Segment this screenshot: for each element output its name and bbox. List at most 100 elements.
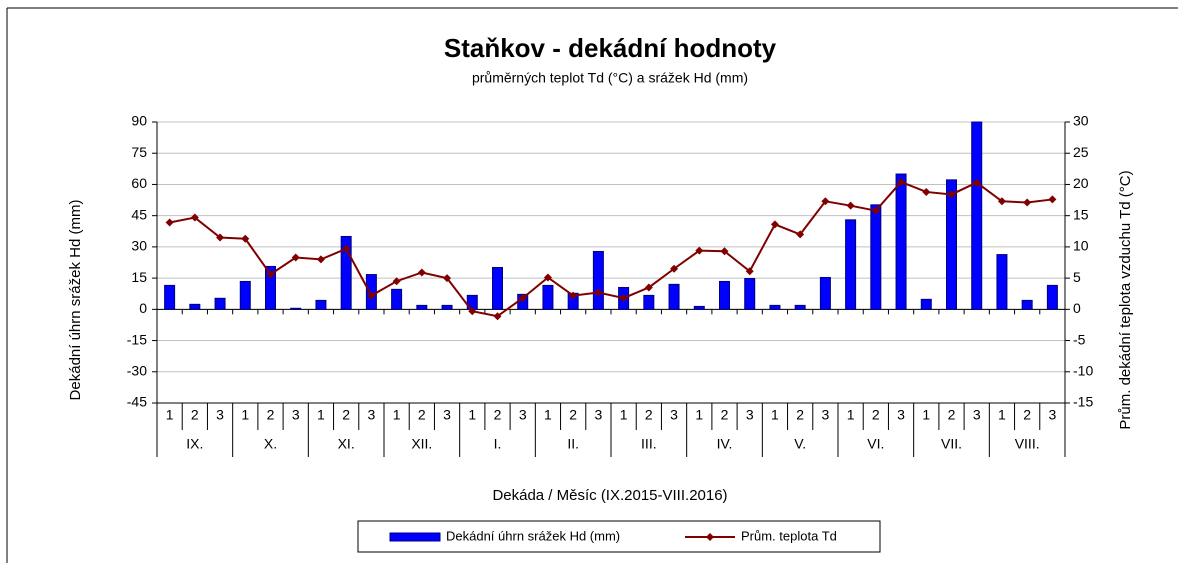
x-tick-label: 2 [267,407,275,423]
bar [164,284,176,310]
y2-tick-label: 25 [1073,144,1089,160]
x-tick-label: 3 [292,407,300,423]
x-tick-label: 2 [494,407,502,423]
y-tick-label: 45 [131,206,147,222]
x-tick-label: 3 [594,407,602,423]
temp-marker [947,190,956,199]
temp-marker [367,291,376,300]
group-label: VIII. [1015,436,1040,452]
bar [668,283,680,310]
x-tick-label: 3 [746,407,754,423]
temp-marker [720,247,729,256]
temp-marker [594,288,603,297]
x-tick-label: 1 [468,407,476,423]
group-label: IV. [717,436,733,452]
x-tick-label: 3 [443,407,451,423]
bar [1021,299,1033,310]
group-label: IX. [186,436,203,452]
bar [592,250,604,310]
group-label: XI. [338,436,355,452]
temp-marker [619,294,628,303]
x-tick-label: 3 [519,407,527,423]
bar [794,304,806,310]
x-tick-label: 3 [367,407,375,423]
group-label: VI. [867,436,884,452]
bar [643,294,655,310]
chart-title: Staňkov - dekádní hodnoty [444,33,777,63]
x-tick-label: 3 [821,407,829,423]
bar [315,299,327,310]
bar [769,304,781,310]
bar [265,265,276,310]
group-label: I. [494,436,502,452]
x-tick-label: 2 [948,407,956,423]
x-tick-label: 3 [670,407,678,423]
temp-marker [871,206,880,215]
temp-marker [569,291,578,300]
x-tick-label: 1 [166,407,174,423]
y2-axis-title: Prům. dekádní teplota vzduchu Td (°C) [1117,170,1134,429]
temp-marker [543,273,552,282]
legend-box [357,520,881,553]
y-tick-label: 75 [131,144,147,160]
group-label: XII. [411,436,432,452]
y-tick-label: -15 [127,331,147,347]
temp-marker [190,213,199,222]
y-tick-label: -30 [127,362,147,378]
x-tick-label: 1 [998,407,1006,423]
bar [845,219,857,310]
group-label: X. [264,436,277,452]
bar [693,305,705,310]
x-tick-label: 2 [191,407,199,423]
bar [492,266,503,310]
temp-marker [392,277,401,286]
y-tick-label: 60 [131,175,147,191]
temp-marker [241,234,250,243]
bar [391,288,403,310]
temp-marker [770,220,779,229]
x-tick-label: 3 [897,407,905,423]
y-tick-label: 0 [139,300,147,316]
temp-marker [291,253,300,262]
y2-tick-label: 15 [1073,206,1089,222]
x-tick-label: 1 [922,407,930,423]
y2-tick-label: 20 [1073,175,1089,191]
x-tick-label: 2 [645,407,653,423]
x-tick-label: 3 [1048,407,1056,423]
bar [719,280,730,310]
y2-tick-label: 30 [1073,113,1089,129]
bar [744,278,756,310]
temp-marker [1023,198,1032,207]
temp-marker [846,201,855,210]
x-tick-label: 2 [569,407,577,423]
y-tick-label: -45 [127,394,147,410]
bar [542,284,554,310]
temp-line [169,180,1053,318]
group-label: II. [567,436,579,452]
chart-subtitle: průměrných teplot Td (°C) a srážek Hd (m… [472,70,748,86]
y-axis-title: Dekádní úhrn srážek Hd (mm) [67,200,84,401]
group-label: V. [794,436,806,452]
temp-marker [417,268,426,277]
x-tick-label: 1 [771,407,779,423]
x-tick-label: 1 [847,407,855,423]
y-tick-label: 30 [131,238,147,254]
temp-marker [972,178,981,187]
temp-marker [796,230,805,239]
bar [441,304,453,310]
legend-marker [706,533,714,541]
x-tick-label: 1 [317,407,325,423]
temp-marker [695,246,704,255]
y2-tick-label: 10 [1073,238,1089,254]
x-tick-label: 2 [721,407,729,423]
temp-marker [922,187,931,196]
x-tick-label: 3 [216,407,224,423]
legend-label: Prům. teplota Td [741,528,837,543]
bar [189,303,201,310]
temp-marker [316,255,325,264]
x-tick-label: 1 [620,407,628,423]
temp-marker [216,233,225,242]
bar [971,121,983,310]
x-tick-label: 1 [393,407,401,423]
bar [239,280,251,310]
